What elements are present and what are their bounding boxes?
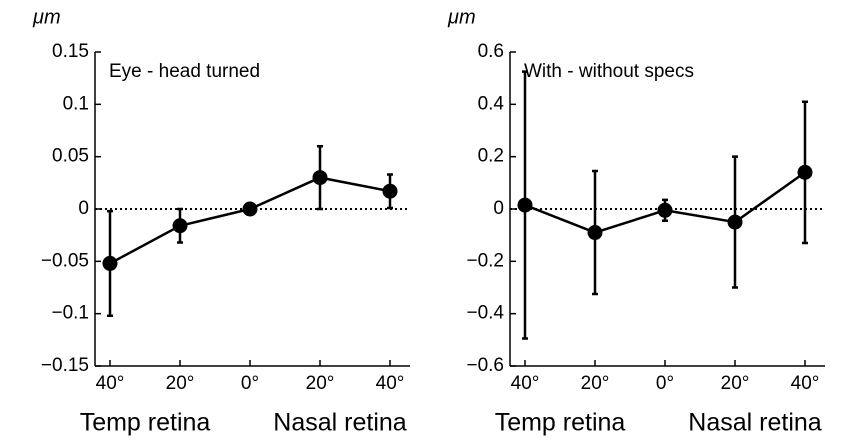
x-tick-label: 40° (96, 373, 125, 394)
point (657, 202, 673, 218)
x-axis-label: Nasal retina (273, 409, 406, 437)
point (587, 225, 603, 241)
y-tick-label: 0.15 (52, 41, 89, 62)
annotation: Eye - head turned (109, 61, 260, 82)
x-axis-label: Temp retina (80, 409, 211, 437)
point (312, 170, 328, 186)
point (797, 164, 813, 180)
annotation: With - without specs (524, 61, 694, 82)
y-tick-label: 0 (78, 198, 89, 219)
y-tick-label: −0.2 (466, 250, 504, 271)
point (242, 201, 258, 217)
y-tick-label: −0.05 (41, 250, 89, 271)
y-tick-label: 0.2 (478, 146, 504, 167)
x-axis-label: Temp retina (495, 409, 626, 437)
y-tick-label: −0.1 (51, 303, 89, 324)
y-tick-label: 0.4 (478, 93, 505, 114)
y-tick-label: −0.15 (41, 355, 89, 376)
y-tick-label: −0.6 (466, 355, 504, 376)
x-tick-label: 20° (166, 373, 195, 394)
point (517, 197, 533, 213)
x-tick-label: 0° (241, 373, 259, 394)
point (727, 214, 743, 230)
point (172, 218, 188, 234)
point (382, 183, 398, 199)
x-tick-label: 40° (791, 373, 820, 394)
y-tick-label: 0.1 (63, 93, 89, 114)
x-tick-label: 20° (721, 373, 750, 394)
x-tick-label: 40° (511, 373, 540, 394)
x-tick-label: 40° (376, 373, 405, 394)
x-tick-label: 20° (581, 373, 610, 394)
x-axis-label: Nasal retina (688, 409, 821, 437)
y-tick-label: 0 (493, 198, 504, 219)
point (102, 255, 118, 271)
y-tick-label: 0.6 (478, 41, 504, 62)
x-tick-label: 0° (656, 373, 674, 394)
y-unit-label: μm (447, 6, 476, 28)
x-tick-label: 20° (306, 373, 335, 394)
series-line (109, 176, 391, 265)
y-unit-label: μm (32, 6, 61, 28)
y-tick-label: 0.05 (52, 146, 89, 167)
y-tick-label: −0.4 (466, 303, 504, 324)
